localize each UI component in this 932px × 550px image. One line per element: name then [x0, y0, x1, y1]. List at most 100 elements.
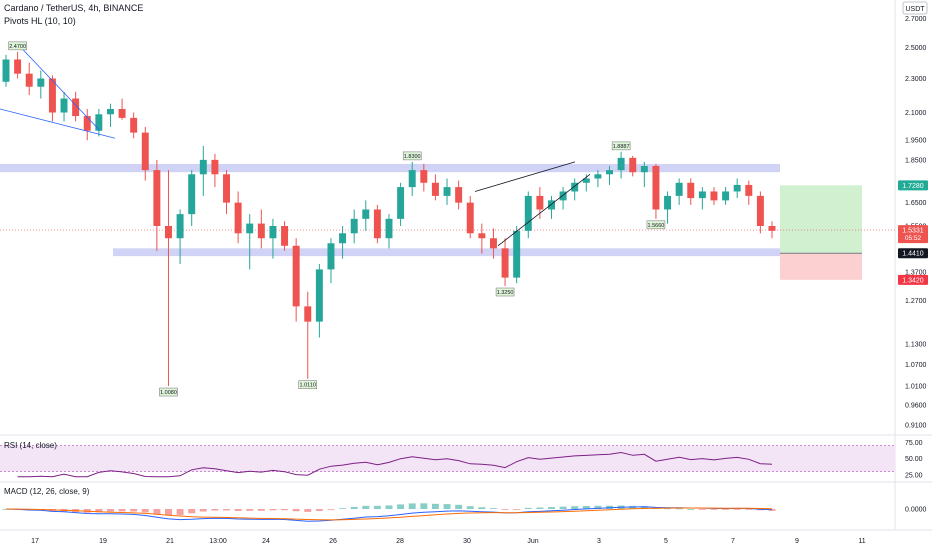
candle-body — [594, 174, 602, 179]
pivot-label: 2.4700 — [9, 44, 26, 50]
pivot-label-box — [402, 151, 422, 161]
macd-histogram-bar — [362, 505, 370, 509]
price-tag — [898, 225, 928, 244]
macd-histogram-bar — [443, 504, 451, 509]
candle-body — [466, 202, 474, 234]
price-tick-label: 1.0700 — [905, 362, 927, 369]
macd-histogram-bar — [339, 508, 347, 509]
candle-body — [130, 117, 138, 133]
candle-body — [768, 225, 776, 231]
candle-body — [548, 200, 555, 210]
candle-body — [536, 195, 544, 210]
chart-title: Cardano / TetherUS, 4h, BINANCE — [4, 3, 144, 13]
macd-histogram-bar — [710, 509, 718, 510]
price-tick-label: 1.2700 — [905, 298, 927, 305]
candle-body — [141, 132, 149, 171]
candle-body — [489, 238, 497, 249]
macd-histogram-bar — [733, 509, 741, 510]
candle-body — [95, 114, 103, 131]
time-tick-label: 3 — [597, 538, 601, 545]
time-tick-label: 28 — [396, 538, 404, 545]
candle-body — [339, 233, 347, 244]
candle-body — [571, 182, 579, 192]
macd-histogram-bar — [153, 509, 161, 515]
macd-histogram-bar — [594, 505, 602, 509]
rsi-label: RSI (14, close) — [4, 441, 57, 450]
rsi-tick-label: 25.00 — [905, 472, 923, 479]
pivot-label-box — [646, 220, 666, 230]
macd-histogram-bar — [524, 507, 532, 509]
candle-body — [606, 170, 613, 175]
macd-tick-label: 0.0000 — [905, 507, 927, 514]
macd-histogram-bar — [687, 508, 695, 510]
support-zone — [113, 248, 780, 257]
position-target-area — [780, 185, 862, 254]
time-tick-label: 30 — [463, 538, 471, 545]
candle-body — [722, 191, 730, 201]
macd-histogram-bar — [246, 509, 254, 511]
candle-body — [478, 233, 486, 239]
pivot-label-box — [611, 141, 631, 151]
macd-histogram-bar — [675, 508, 683, 510]
candle-body — [559, 191, 567, 201]
macd-label: MACD (12, 26, close, 9) — [4, 487, 90, 496]
candle-body — [408, 170, 416, 188]
macd-histogram-bar — [118, 509, 126, 512]
pivot-label: 1.0080 — [160, 390, 177, 396]
candle-body — [72, 98, 80, 117]
price-tick-label: 1.1300 — [905, 342, 927, 349]
time-tick-label: 13:00 — [209, 538, 227, 545]
macd-histogram-bar — [501, 509, 509, 510]
macd-histogram-bar — [350, 506, 358, 509]
macd-histogram-bar — [199, 509, 207, 512]
macd-histogram-bar — [315, 509, 323, 511]
price-tick-label: 0.9100 — [905, 423, 927, 430]
candle-body — [582, 178, 590, 183]
pivot-label-box — [298, 380, 318, 389]
time-tick-label: 21 — [166, 538, 174, 545]
pivot-label: 1.5660 — [648, 223, 665, 229]
candle-body — [640, 165, 648, 173]
macd-histogram-bar — [281, 509, 289, 511]
pivot-label: 1.8300 — [404, 154, 421, 160]
candle-body — [165, 225, 172, 239]
candle-body — [37, 78, 45, 87]
price-tick-label: 1.8500 — [905, 157, 927, 164]
price-tag-label: 1.4410 — [902, 251, 924, 258]
candle-body — [513, 230, 521, 278]
trendline-lower — [0, 108, 116, 139]
macd-histogram-bar — [698, 509, 706, 510]
candle-body — [292, 245, 300, 307]
time-tick-label: 19 — [99, 538, 107, 545]
indicator-label: Pivots HL (10, 10) — [4, 16, 76, 26]
pivot-label: 1.8887 — [613, 144, 630, 150]
candle-body — [373, 209, 381, 239]
macd-histogram-bar — [327, 509, 335, 510]
candle-body — [675, 182, 683, 196]
macd-histogram-bar — [571, 506, 579, 509]
macd-signal-line — [5, 507, 773, 521]
macd-histogram-bar — [559, 506, 567, 509]
wedge-lower-line — [497, 173, 591, 247]
time-tick-label: 9 — [795, 538, 799, 545]
price-tag-label: 1.3420 — [902, 277, 924, 284]
macd-histogram-bar — [408, 503, 416, 509]
candle-body — [246, 223, 254, 234]
macd-histogram-bar — [188, 509, 196, 514]
candle-body — [362, 209, 370, 219]
candle-body — [48, 78, 56, 113]
price-tag-label: 1.5331 — [902, 228, 924, 235]
price-tick-label: 2.7000 — [905, 16, 927, 23]
candle-body — [710, 191, 718, 201]
wedge-upper-line — [474, 161, 576, 192]
trendline-upper — [17, 44, 101, 132]
macd-histogram-bar — [176, 509, 184, 515]
pivot-label-box — [159, 387, 178, 397]
candle-body — [687, 182, 695, 199]
macd-histogram-bar — [640, 506, 648, 509]
time-tick-label: Jun — [527, 538, 538, 545]
candle-body — [234, 202, 242, 234]
resistance-zone — [0, 163, 780, 173]
macd-histogram-bar — [106, 509, 114, 512]
